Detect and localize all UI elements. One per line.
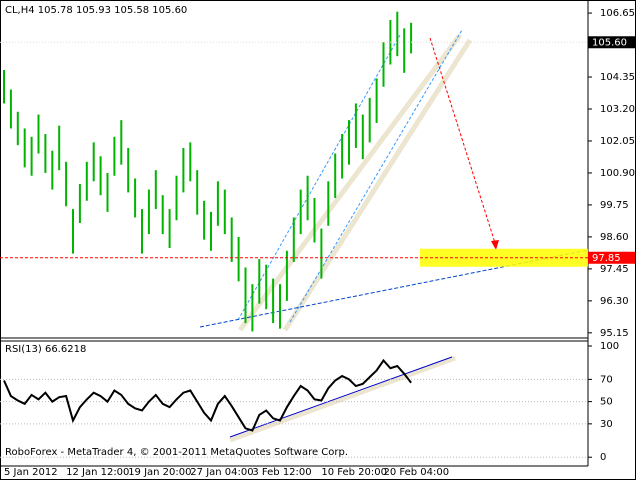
x-tick-label: 3 Feb 12:00 bbox=[252, 467, 311, 478]
channel-line bbox=[289, 29, 463, 323]
x-tick-label: 20 Feb 04:00 bbox=[384, 467, 450, 478]
y-tick-label: 99.75 bbox=[600, 200, 629, 211]
y-tick-label: 97.45 bbox=[600, 264, 629, 275]
rsi-band bbox=[229, 355, 456, 443]
y-tick-label: 96.30 bbox=[600, 296, 629, 307]
level-label-box bbox=[588, 251, 635, 264]
last-price-label: 105.60 bbox=[592, 37, 627, 48]
y-tick-label: 0 bbox=[600, 452, 606, 463]
channel-band bbox=[282, 38, 473, 332]
chart-title: CL,H4 105.78 105.93 105.58 105.60 bbox=[5, 5, 187, 16]
y-tick-label: 104.35 bbox=[600, 72, 635, 83]
y-tick-label: 103.20 bbox=[600, 104, 635, 115]
y-tick-label: 50 bbox=[600, 397, 613, 408]
y-tick-label: 106.65 bbox=[600, 8, 635, 19]
x-tick-label: 5 Jan 2012 bbox=[4, 467, 58, 478]
y-tick-label: 100 bbox=[600, 341, 619, 352]
x-tick-label: 27 Jan 04:00 bbox=[190, 467, 253, 478]
channel-band bbox=[237, 33, 463, 332]
level-label: 97.85 bbox=[592, 253, 621, 264]
x-tick-label: 12 Jan 12:00 bbox=[66, 467, 129, 478]
y-tick-label: 100.90 bbox=[600, 168, 635, 179]
forecast-arrow bbox=[429, 37, 497, 247]
footer: RoboForex - MetaTrader 4, © 2001-2011 Me… bbox=[5, 447, 348, 458]
target-zone bbox=[420, 248, 588, 267]
y-tick-label: 95.15 bbox=[600, 328, 629, 339]
y-tick-label: 30 bbox=[600, 419, 613, 430]
y-tick-label: 98.60 bbox=[600, 232, 629, 243]
last-price-box bbox=[588, 36, 635, 49]
rsi-title: RSI(13) 66.6218 bbox=[5, 344, 86, 355]
y-tick-label: 70 bbox=[600, 374, 613, 385]
y-tick-label: 102.05 bbox=[600, 136, 635, 147]
rsi-line bbox=[3, 358, 412, 432]
x-tick-label: 19 Jan 20:00 bbox=[128, 467, 191, 478]
x-tick-label: 10 Feb 20:00 bbox=[321, 467, 387, 478]
arrow-head bbox=[491, 240, 499, 250]
